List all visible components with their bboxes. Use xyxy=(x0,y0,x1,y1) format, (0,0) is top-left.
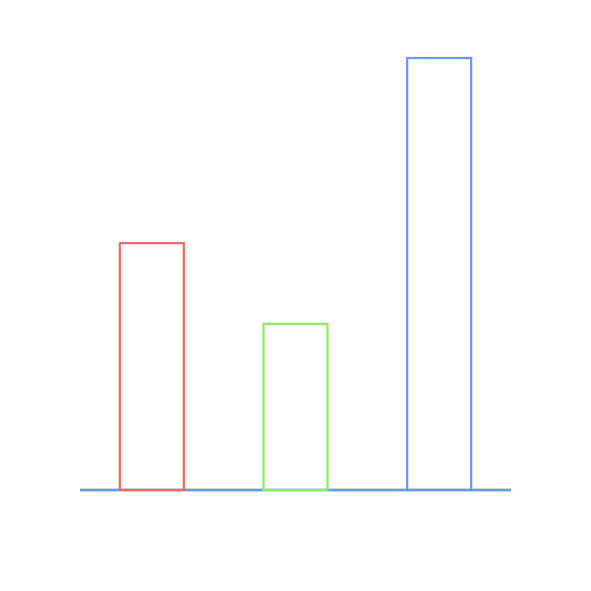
bar-series-2-category-2 xyxy=(262,322,329,492)
bar-series-1-category-1 xyxy=(118,242,185,492)
bar-series-3-category-3 xyxy=(406,56,473,492)
bars-layer xyxy=(118,56,473,492)
